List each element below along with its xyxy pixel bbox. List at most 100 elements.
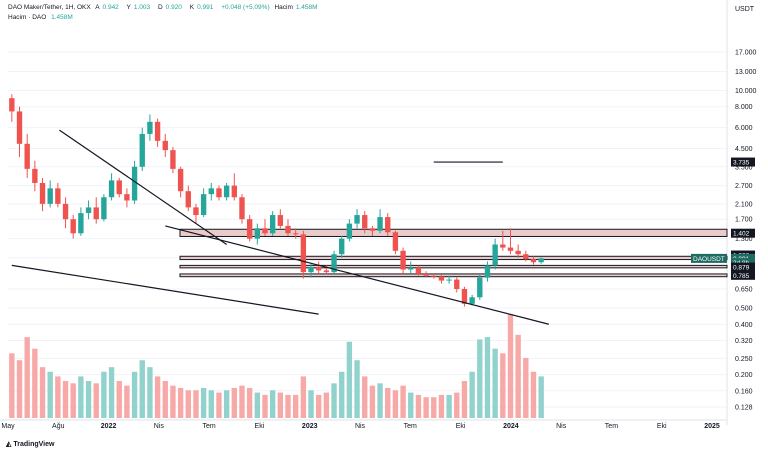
volume-bar: [55, 376, 61, 418]
y-tick-label: 1.700: [735, 217, 753, 224]
candle-body: [78, 213, 84, 234]
volume-bar: [415, 394, 422, 418]
tradingview-logo[interactable]: ◭ TradingView: [6, 440, 54, 448]
volume-bar: [354, 360, 360, 418]
symbol-legend: DAO Maker/Tether, 1H, OKX A 0.942 Y 1.003 …: [8, 4, 324, 11]
candle-body: [277, 215, 284, 226]
y-tick-label: 0.400: [735, 322, 753, 329]
y-tick-label: 2.100: [735, 201, 753, 208]
candle-body: [131, 166, 138, 201]
price-label-box: [731, 228, 755, 238]
candle-body: [362, 215, 368, 229]
y-tick-label: 2.700: [735, 183, 753, 190]
volume-bar: [308, 390, 314, 418]
price-label-text: DAOUSDT: [693, 256, 725, 263]
x-tick-label: 2025: [704, 423, 720, 430]
volume-bar: [530, 371, 537, 418]
volume-bar: [523, 357, 529, 418]
symbol-title[interactable]: DAO Maker/Tether, 1H, OKX: [8, 4, 91, 11]
volume-bar: [116, 381, 122, 418]
candle-body: [408, 267, 414, 270]
candle-body: [39, 182, 46, 204]
low-value: D 0.920: [157, 4, 182, 11]
volume-label[interactable]: Hacim · DAO: [8, 14, 47, 21]
candle-body: [262, 228, 268, 234]
candle-body: [308, 267, 314, 273]
y-tick-label: 1.300: [735, 236, 753, 243]
candle-body: [24, 143, 30, 169]
support-resistance-zone: [179, 273, 728, 278]
volume-bar: [170, 385, 176, 418]
volume-bar: [70, 383, 76, 418]
candle-body: [239, 197, 245, 220]
price-label-text: 3.735: [733, 160, 750, 167]
volume-bar: [285, 394, 291, 418]
candle-body: [154, 121, 161, 141]
volume-bar: [323, 392, 330, 418]
candle-body: [108, 180, 115, 198]
candle-body: [523, 254, 529, 260]
candle-body: [492, 244, 498, 266]
volume-bar: [239, 385, 245, 418]
x-tick-label: Tem: [404, 423, 417, 430]
price-label-text: 0.785: [733, 273, 750, 280]
candle-body: [32, 168, 38, 183]
volume-bar: [101, 371, 107, 418]
candle-body: [300, 234, 307, 273]
volume-bar: [339, 371, 345, 418]
y-tick-label: 0.200: [735, 372, 753, 379]
volume-bar: [331, 383, 337, 418]
volume-bar: [377, 383, 383, 418]
candle-body: [515, 250, 521, 255]
volume-bar: [216, 392, 222, 418]
candle-body: [500, 244, 506, 248]
close-value: K 0.991: [189, 4, 214, 11]
support-resistance-zone: [179, 264, 728, 269]
volume-bar: [208, 390, 214, 418]
candle-body: [70, 219, 76, 234]
y-tick-label: 0.128: [735, 404, 753, 411]
y-tick-label: 10.000: [735, 88, 757, 95]
x-tick-label: Tem: [203, 423, 216, 430]
volume-value: 1.458M: [51, 14, 73, 21]
candle-body: [185, 191, 191, 208]
volume-bar: [32, 348, 38, 418]
price-label-box: [691, 253, 727, 263]
volume-bar: [9, 353, 15, 418]
volume-bar: [492, 348, 498, 418]
x-tick-label: Ağu: [52, 423, 65, 430]
volume-legend: Hacim · DAO 1.458M: [8, 14, 76, 21]
x-tick-label: Nis: [154, 423, 165, 430]
y-tick-label: 17.000: [735, 50, 757, 57]
candle-body: [9, 98, 15, 112]
candle-body: [331, 254, 337, 273]
candle-body: [223, 185, 230, 198]
change-value: +0.048 (+5.09%): [221, 4, 270, 11]
candle-body: [101, 197, 107, 220]
volume-bar: [346, 341, 353, 418]
volume-bar: [154, 376, 161, 418]
volume-bar: [477, 339, 483, 418]
candle-body: [139, 133, 145, 167]
candle-body: [415, 267, 422, 274]
candle-body: [231, 185, 237, 198]
candle-body: [431, 275, 437, 277]
volume-bar: [431, 397, 437, 418]
volume-bar: [300, 376, 307, 418]
x-tick-label: Eki: [657, 423, 667, 430]
volume-bar: [446, 394, 452, 418]
y-tick-label: 13.000: [735, 69, 757, 76]
volume-bar: [392, 390, 399, 418]
y-tick-label: 0.650: [735, 287, 753, 294]
x-tick-label: Nis: [355, 423, 366, 430]
volume-bar: [484, 337, 491, 418]
volume-bar: [507, 314, 514, 418]
volume-bar: [254, 392, 261, 418]
candle-body: [369, 228, 376, 231]
x-tick-label: May: [1, 423, 15, 430]
x-tick-label: Eki: [456, 423, 466, 430]
volume-bar: [231, 387, 237, 418]
volume-bar: [47, 371, 53, 418]
